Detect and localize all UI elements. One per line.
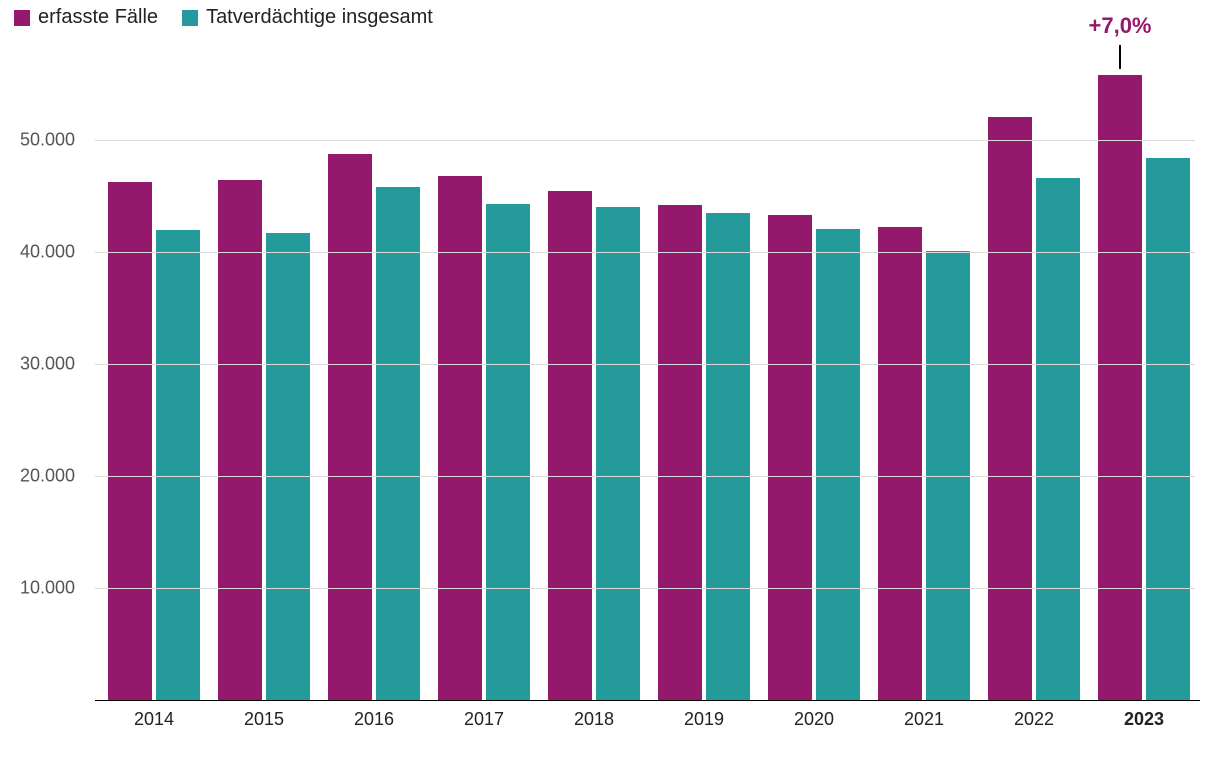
bar [1098, 75, 1142, 700]
bar [486, 204, 530, 700]
gridline [95, 588, 1195, 589]
x-axis-label: 2018 [574, 709, 614, 730]
bar [108, 182, 152, 700]
x-axis-label: 2022 [1014, 709, 1054, 730]
gridline [95, 364, 1195, 365]
bar [266, 233, 310, 700]
y-axis-label: 40.000 [20, 241, 75, 262]
x-axis-label: 2023 [1124, 709, 1164, 730]
y-axis-label: 50.000 [20, 129, 75, 150]
legend-label: erfasste Fälle [38, 6, 158, 29]
plot-area: 10.00020.00030.00040.00050.0002014201520… [90, 50, 1210, 720]
bar [816, 229, 860, 700]
x-axis-label: 2014 [134, 709, 174, 730]
y-axis-label: 30.000 [20, 353, 75, 374]
legend-swatch [14, 10, 30, 26]
gridline [95, 140, 1195, 141]
legend-item: erfasste Fälle [14, 6, 158, 29]
bar [596, 207, 640, 700]
y-axis-label: 20.000 [20, 465, 75, 486]
legend-swatch [182, 10, 198, 26]
bar [1146, 158, 1190, 700]
bar [1036, 178, 1080, 700]
bar [328, 154, 372, 700]
bar [768, 215, 812, 700]
bar [218, 180, 262, 700]
bar [878, 227, 922, 700]
bar [548, 191, 592, 700]
gridline [95, 252, 1195, 253]
bar [376, 187, 420, 700]
legend-label: Tatverdächtige insgesamt [206, 6, 433, 29]
bar [706, 213, 750, 701]
legend-item: Tatverdächtige insgesamt [182, 6, 433, 29]
x-axis-label: 2020 [794, 709, 834, 730]
gridline [95, 476, 1195, 477]
bar [988, 117, 1032, 700]
annotation-label: +7,0% [1089, 13, 1152, 39]
x-axis-label: 2015 [244, 709, 284, 730]
x-axis-label: 2019 [684, 709, 724, 730]
y-axis-label: 10.000 [20, 577, 75, 598]
chart-container: erfasste Fälle Tatverdächtige insgesamt 1… [0, 0, 1220, 776]
x-axis-label: 2016 [354, 709, 394, 730]
bar [438, 176, 482, 700]
x-axis-label: 2021 [904, 709, 944, 730]
annotation-line [1119, 45, 1121, 69]
bar [658, 205, 702, 700]
legend: erfasste Fälle Tatverdächtige insgesamt [14, 6, 433, 29]
bars-area [90, 50, 1210, 720]
bar [156, 230, 200, 700]
x-axis [95, 700, 1200, 701]
x-axis-label: 2017 [464, 709, 504, 730]
